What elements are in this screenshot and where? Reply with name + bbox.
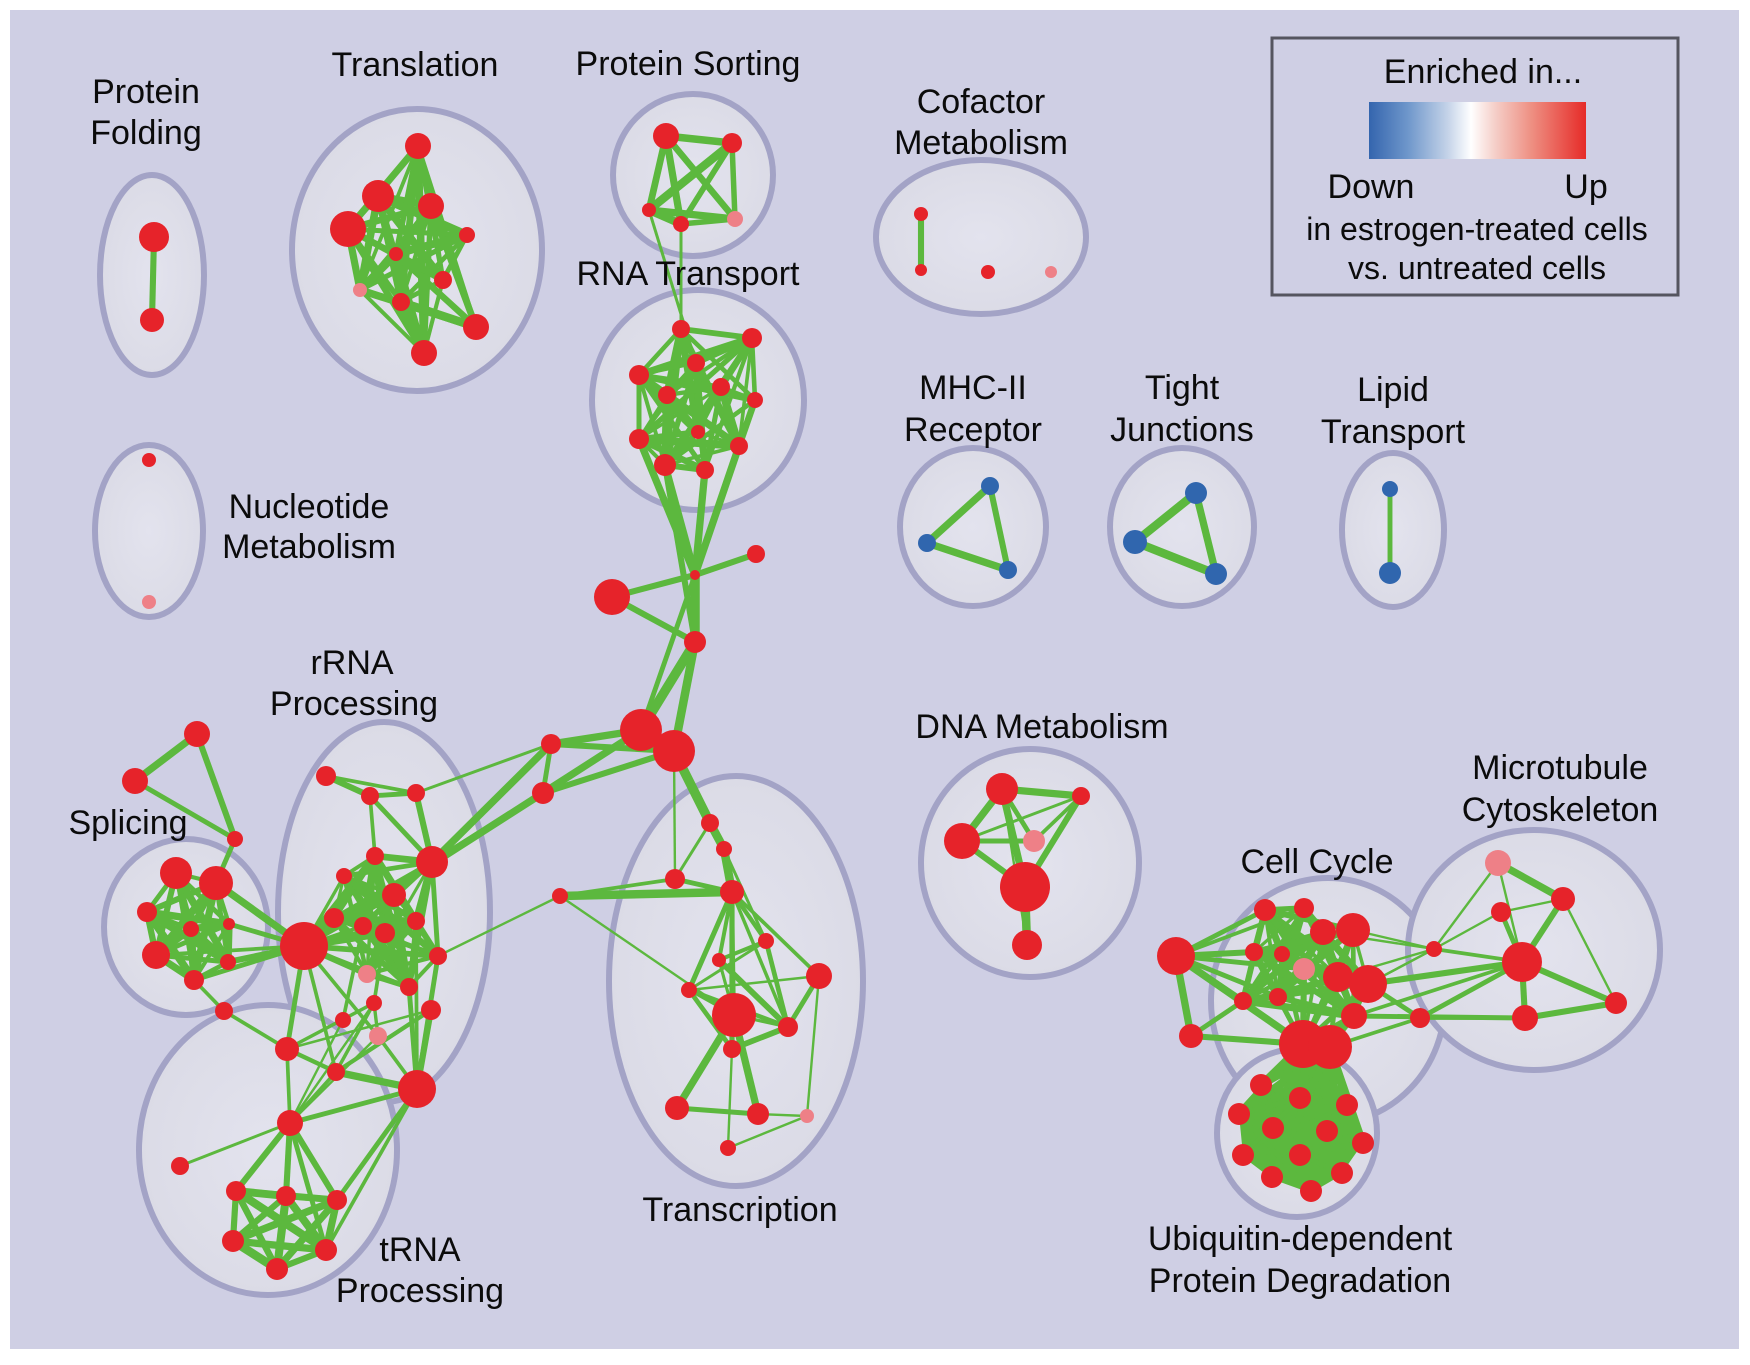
svg-text:Cytoskeleton: Cytoskeleton <box>1462 791 1659 829</box>
svg-text:Processing: Processing <box>336 1272 504 1310</box>
svg-text:Down: Down <box>1328 168 1415 206</box>
svg-text:RNA Transport: RNA Transport <box>577 255 801 293</box>
svg-text:Nucleotide: Nucleotide <box>229 488 390 526</box>
svg-text:Folding: Folding <box>90 114 202 152</box>
svg-text:Lipid: Lipid <box>1357 371 1429 409</box>
svg-text:Junctions: Junctions <box>1110 411 1254 449</box>
svg-text:Processing: Processing <box>270 685 438 723</box>
svg-text:Up: Up <box>1564 168 1607 206</box>
svg-text:tRNA: tRNA <box>379 1231 461 1269</box>
svg-text:vs. untreated cells: vs. untreated cells <box>1348 250 1606 286</box>
svg-text:Ubiquitin-dependent: Ubiquitin-dependent <box>1148 1220 1453 1258</box>
svg-text:Transport: Transport <box>1321 413 1466 451</box>
svg-text:Enriched in...: Enriched in... <box>1384 53 1582 91</box>
svg-text:rRNA: rRNA <box>310 644 393 682</box>
svg-text:Transcription: Transcription <box>642 1191 837 1229</box>
svg-text:Metabolism: Metabolism <box>894 124 1068 162</box>
svg-text:Protein Degradation: Protein Degradation <box>1149 1262 1451 1300</box>
svg-text:MHC-II: MHC-II <box>919 369 1027 407</box>
svg-text:Tight: Tight <box>1145 369 1220 407</box>
svg-text:Splicing: Splicing <box>68 804 187 842</box>
svg-text:DNA Metabolism: DNA Metabolism <box>915 708 1168 746</box>
svg-text:Translation: Translation <box>332 46 499 84</box>
svg-text:Microtubule: Microtubule <box>1472 749 1648 787</box>
svg-text:Receptor: Receptor <box>904 411 1042 449</box>
svg-text:Protein: Protein <box>92 73 200 111</box>
svg-text:Protein Sorting: Protein Sorting <box>576 45 801 83</box>
svg-text:Cell Cycle: Cell Cycle <box>1240 843 1393 881</box>
svg-text:in estrogen-treated cells: in estrogen-treated cells <box>1306 211 1648 247</box>
svg-text:Cofactor: Cofactor <box>917 83 1046 121</box>
svg-text:Metabolism: Metabolism <box>222 528 396 566</box>
